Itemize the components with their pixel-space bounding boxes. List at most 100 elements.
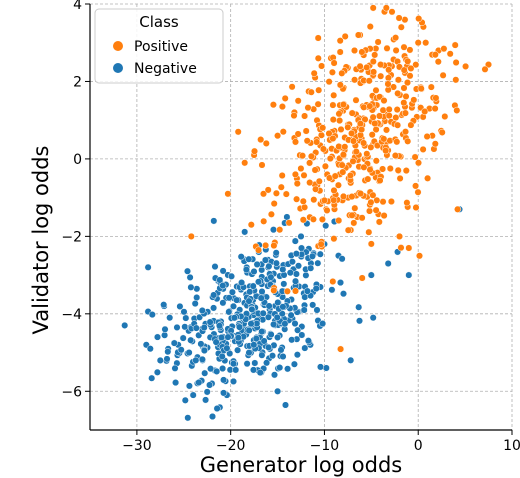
data-point-positive <box>349 157 357 165</box>
data-point-negative <box>180 308 188 316</box>
data-point-positive <box>365 77 373 85</box>
data-point-positive <box>402 167 410 175</box>
data-point-positive <box>414 39 422 47</box>
data-point-positive <box>439 71 447 79</box>
data-point-negative <box>265 343 273 351</box>
data-point-positive <box>307 88 315 96</box>
data-point-negative <box>229 360 238 368</box>
data-point-negative <box>220 376 228 384</box>
data-point-positive <box>380 97 388 105</box>
data-point-positive <box>337 125 345 133</box>
data-point-negative <box>153 333 162 341</box>
data-point-positive <box>302 127 310 135</box>
data-point-negative <box>250 267 258 276</box>
data-point-negative <box>193 285 201 293</box>
data-point-negative <box>215 322 224 330</box>
data-point-positive <box>382 126 391 134</box>
data-point-positive <box>330 186 338 194</box>
data-point-positive <box>330 91 338 99</box>
data-point-negative <box>241 228 249 236</box>
data-point-positive <box>241 159 249 167</box>
y-tick-label: −2 <box>61 229 82 245</box>
data-point-negative <box>156 356 164 364</box>
data-point-positive <box>403 199 411 207</box>
data-point-positive <box>379 165 387 173</box>
data-point-positive <box>311 166 319 174</box>
data-point-negative <box>192 324 200 332</box>
data-point-positive <box>385 112 393 120</box>
data-point-positive <box>363 63 371 71</box>
data-point-positive <box>401 109 409 117</box>
data-point-positive <box>317 240 325 248</box>
data-point-positive <box>403 79 412 87</box>
data-point-positive <box>278 103 286 111</box>
data-point-positive <box>288 83 296 91</box>
data-point-positive <box>270 286 278 294</box>
data-point-negative <box>223 344 231 352</box>
data-point-negative <box>161 331 169 339</box>
data-point-negative <box>252 335 260 343</box>
data-point-positive <box>407 121 415 129</box>
data-point-negative <box>292 270 300 278</box>
data-point-positive <box>337 345 345 353</box>
data-point-negative <box>187 283 195 291</box>
data-point-positive <box>388 8 396 16</box>
data-point-positive <box>392 114 400 122</box>
data-point-positive <box>386 164 394 173</box>
data-point-positive <box>394 89 402 97</box>
data-point-positive <box>415 15 423 23</box>
data-point-negative <box>216 276 224 284</box>
data-point-positive <box>414 188 422 196</box>
data-point-negative <box>276 364 284 372</box>
data-point-negative <box>328 286 336 294</box>
data-point-negative <box>146 345 154 353</box>
data-point-positive <box>336 37 344 45</box>
data-point-positive <box>417 85 425 93</box>
data-point-positive <box>291 170 299 178</box>
data-point-positive <box>262 241 270 249</box>
data-point-positive <box>330 196 338 204</box>
data-point-positive <box>406 72 414 80</box>
data-point-positive <box>269 101 277 109</box>
data-point-positive <box>385 105 393 113</box>
data-point-negative <box>290 360 298 368</box>
data-point-negative <box>269 226 278 234</box>
data-point-positive <box>401 128 410 136</box>
data-point-positive <box>310 196 318 204</box>
data-point-negative <box>261 256 269 264</box>
data-point-positive <box>331 172 339 180</box>
data-point-negative <box>254 278 263 286</box>
data-point-positive <box>395 14 403 22</box>
data-point-positive <box>358 48 366 56</box>
legend-title: Class <box>139 13 179 31</box>
data-point-negative <box>279 265 287 274</box>
data-point-positive <box>314 100 322 108</box>
data-point-positive <box>412 203 420 212</box>
data-point-positive <box>234 128 242 136</box>
data-point-negative <box>270 371 279 379</box>
data-point-positive <box>363 150 371 158</box>
data-point-positive <box>319 124 327 132</box>
data-point-positive <box>400 43 408 51</box>
data-point-positive <box>392 34 400 42</box>
data-point-negative <box>212 338 220 346</box>
data-point-negative <box>274 333 282 341</box>
data-point-positive <box>344 123 352 131</box>
data-point-positive <box>366 102 374 110</box>
data-point-negative <box>170 339 178 347</box>
data-point-negative <box>208 412 217 421</box>
data-point-positive <box>377 61 385 69</box>
data-point-positive <box>352 96 360 104</box>
data-point-positive <box>421 107 429 116</box>
data-point-negative <box>121 321 129 329</box>
data-point-positive <box>254 246 263 254</box>
data-point-positive <box>339 168 347 176</box>
data-point-negative <box>153 368 161 376</box>
data-point-negative <box>291 277 300 285</box>
data-point-positive <box>356 62 364 70</box>
data-point-positive <box>260 217 268 225</box>
data-point-negative <box>210 304 218 312</box>
data-point-positive <box>294 97 302 105</box>
data-point-positive <box>369 113 377 121</box>
